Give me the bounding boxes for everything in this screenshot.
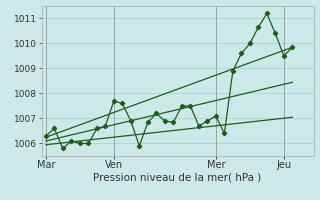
- X-axis label: Pression niveau de la mer( hPa ): Pression niveau de la mer( hPa ): [93, 173, 262, 183]
